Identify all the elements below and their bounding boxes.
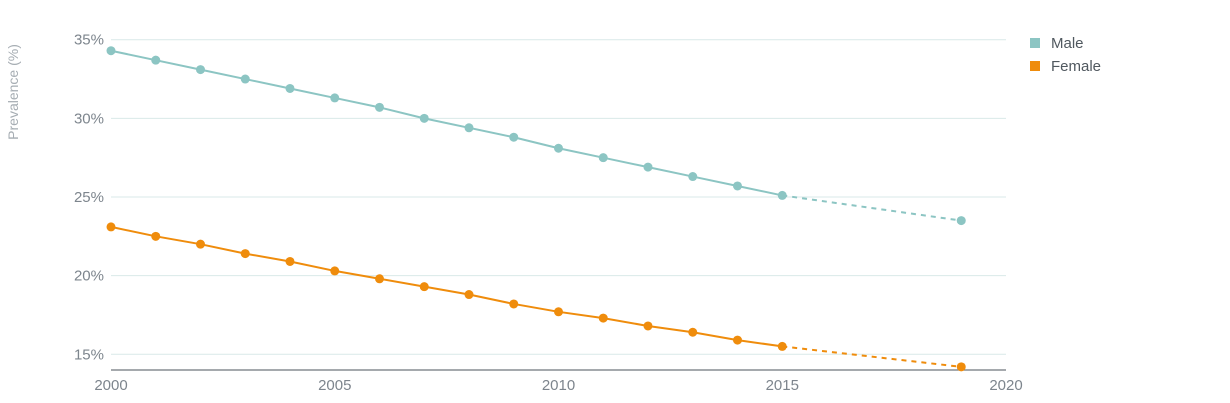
data-point-male[interactable]: [554, 143, 563, 153]
data-point-male[interactable]: [240, 74, 250, 84]
data-point-female[interactable]: [196, 239, 205, 249]
legend-item-male[interactable]: Male: [1030, 35, 1084, 52]
y-tick-label: 30%: [74, 110, 104, 127]
x-tick-label: 2000: [94, 377, 127, 394]
legend: Male Female: [1030, 35, 1101, 75]
data-point-male[interactable]: [151, 55, 161, 65]
data-point-male[interactable]: [464, 123, 474, 133]
projection-point-male[interactable]: [956, 216, 966, 226]
legend-swatch-female: [1030, 61, 1040, 71]
data-point-female[interactable]: [151, 231, 161, 241]
x-tick-label: 2010: [542, 377, 575, 394]
series-female: [106, 222, 966, 372]
legend-item-female[interactable]: Female: [1030, 58, 1101, 75]
data-point-female[interactable]: [106, 222, 116, 232]
y-tick-label: 35%: [74, 32, 104, 49]
data-point-male[interactable]: [375, 102, 384, 112]
y-tick-label: 20%: [74, 268, 104, 285]
data-point-male[interactable]: [643, 162, 653, 172]
data-point-male[interactable]: [419, 113, 429, 123]
data-point-male[interactable]: [509, 132, 519, 142]
data-point-male[interactable]: [777, 190, 787, 200]
data-point-female[interactable]: [598, 313, 608, 323]
x-tick-label: 2005: [318, 377, 351, 394]
data-point-female[interactable]: [464, 290, 474, 300]
x-tick-label: 2015: [766, 377, 799, 394]
y-axis-title: Prevalence (%): [5, 44, 21, 140]
legend-label-male: Male: [1051, 35, 1084, 52]
data-point-male[interactable]: [598, 153, 608, 163]
data-point-female[interactable]: [240, 249, 250, 259]
y-tick-label: 15%: [74, 346, 104, 363]
y-tick-label: 25%: [74, 189, 104, 206]
series-line-male: [110, 49, 783, 197]
legend-swatch-male: [1030, 38, 1040, 48]
series-male: [106, 46, 966, 226]
data-point-female[interactable]: [688, 327, 698, 337]
gridlines: [111, 39, 1006, 355]
series-line-female: [110, 225, 783, 348]
data-point-male[interactable]: [688, 172, 698, 182]
data-point-male[interactable]: [285, 83, 295, 93]
x-tick-label: 2020: [989, 377, 1022, 394]
y-axis: 15% 20% 25% 30% 35%: [74, 32, 104, 364]
data-point-male[interactable]: [330, 93, 340, 103]
data-point-female[interactable]: [375, 274, 384, 284]
data-point-female[interactable]: [330, 266, 340, 276]
x-axis: 2000 2005 2010 2015 2020: [94, 369, 1023, 394]
projection-point-female[interactable]: [956, 362, 966, 372]
data-point-female[interactable]: [643, 321, 653, 331]
data-point-female[interactable]: [509, 299, 519, 309]
data-point-female[interactable]: [777, 341, 787, 351]
data-point-female[interactable]: [554, 307, 563, 317]
data-point-male[interactable]: [733, 181, 742, 191]
projection-line-male: [782, 194, 962, 222]
data-point-male[interactable]: [196, 65, 205, 75]
data-point-male[interactable]: [106, 46, 116, 56]
series-layer: [106, 46, 966, 372]
data-point-female[interactable]: [285, 256, 295, 266]
projection-line-female: [782, 345, 962, 368]
data-point-female[interactable]: [419, 282, 429, 292]
legend-label-female: Female: [1051, 58, 1101, 75]
data-point-female[interactable]: [733, 335, 742, 345]
